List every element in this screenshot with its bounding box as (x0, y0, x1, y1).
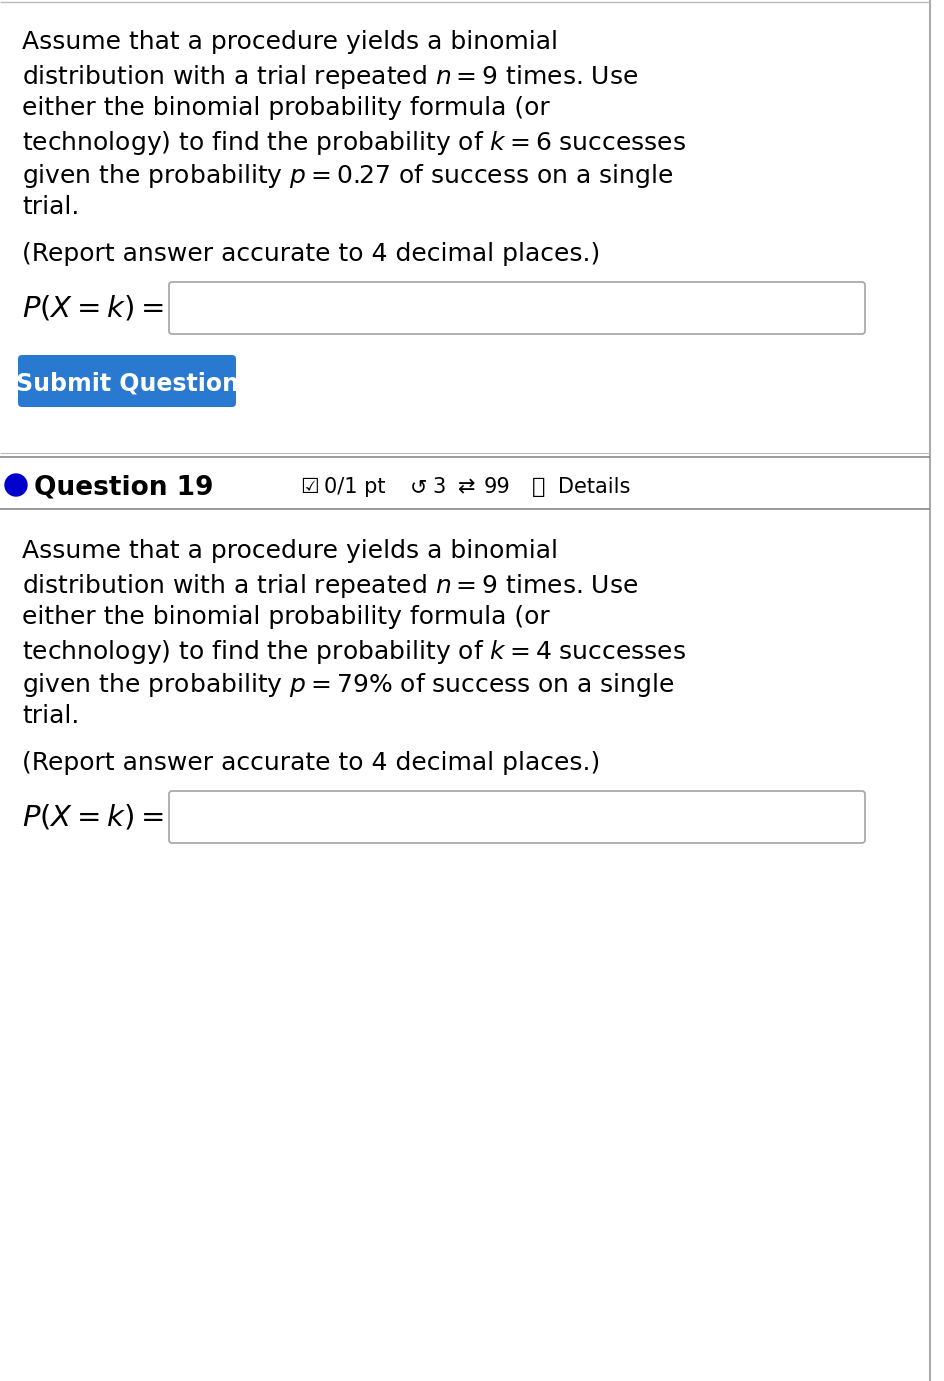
Text: $P(X = k) =$: $P(X = k) =$ (22, 293, 164, 322)
Text: technology) to find the probability of $k = 4$ successes: technology) to find the probability of $… (22, 638, 686, 666)
Text: given the probability $p = 79\%$ of success on a single: given the probability $p = 79\%$ of succ… (22, 671, 674, 699)
Text: given the probability $p = 0.27$ of success on a single: given the probability $p = 0.27$ of succ… (22, 162, 673, 191)
Text: 0/1 pt: 0/1 pt (324, 476, 385, 497)
FancyBboxPatch shape (18, 355, 236, 407)
Text: ⓘ: ⓘ (532, 476, 546, 497)
Text: Question 19: Question 19 (34, 474, 213, 500)
Text: ☑: ☑ (300, 476, 319, 497)
Text: trial.: trial. (22, 704, 79, 728)
Text: (Report answer accurate to 4 decimal places.): (Report answer accurate to 4 decimal pla… (22, 242, 600, 267)
Text: either the binomial probability formula (or: either the binomial probability formula … (22, 97, 549, 120)
Text: Assume that a procedure yields a binomial: Assume that a procedure yields a binomia… (22, 30, 558, 54)
Text: 99: 99 (484, 476, 511, 497)
Text: distribution with a trial repeated $n = 9$ times. Use: distribution with a trial repeated $n = … (22, 572, 638, 599)
Text: ⇄: ⇄ (458, 476, 476, 497)
Text: $P(X = k) =$: $P(X = k) =$ (22, 802, 164, 831)
FancyBboxPatch shape (169, 791, 865, 842)
Text: distribution with a trial repeated $n = 9$ times. Use: distribution with a trial repeated $n = … (22, 64, 638, 91)
Text: ↺: ↺ (410, 476, 428, 497)
Text: Assume that a procedure yields a binomial: Assume that a procedure yields a binomia… (22, 539, 558, 563)
Text: either the binomial probability formula (or: either the binomial probability formula … (22, 605, 549, 628)
Circle shape (5, 474, 27, 496)
Text: 3: 3 (432, 476, 446, 497)
Text: trial.: trial. (22, 195, 79, 220)
Text: Submit Question: Submit Question (15, 371, 239, 395)
Text: Details: Details (558, 476, 631, 497)
Text: (Report answer accurate to 4 decimal places.): (Report answer accurate to 4 decimal pla… (22, 751, 600, 775)
Text: technology) to find the probability of $k = 6$ successes: technology) to find the probability of $… (22, 128, 686, 157)
FancyBboxPatch shape (169, 282, 865, 334)
